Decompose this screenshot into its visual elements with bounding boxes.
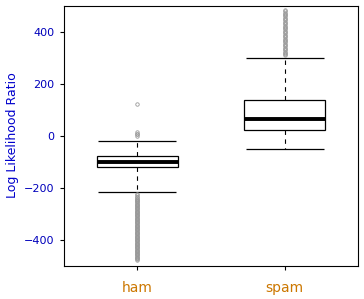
Bar bbox=[244, 100, 325, 130]
Text: ham: ham bbox=[122, 281, 153, 295]
Text: spam: spam bbox=[266, 281, 304, 295]
Y-axis label: Log Likelihood Ratio: Log Likelihood Ratio bbox=[5, 73, 19, 199]
Bar bbox=[97, 156, 178, 167]
